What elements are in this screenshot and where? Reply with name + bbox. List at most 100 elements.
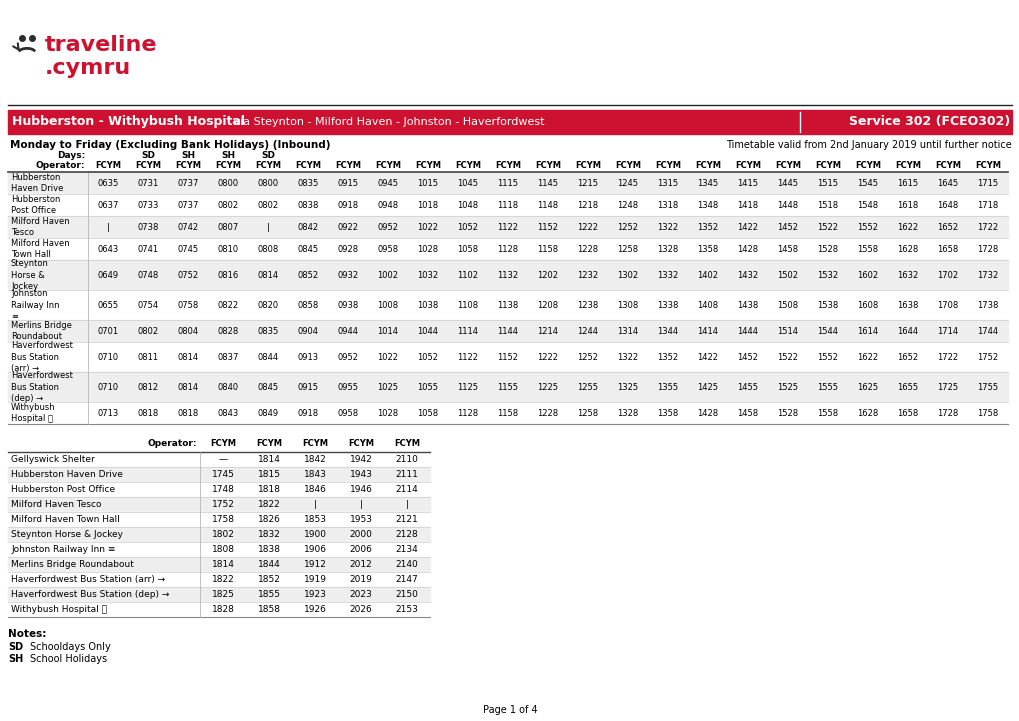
Text: Haverfordwest Bus Station (dep) →: Haverfordwest Bus Station (dep) → xyxy=(11,590,169,599)
Text: 1052: 1052 xyxy=(458,223,478,231)
Text: 1846: 1846 xyxy=(304,485,326,494)
Text: 1425: 1425 xyxy=(697,383,717,392)
Text: 1752: 1752 xyxy=(976,353,998,361)
Text: 1528: 1528 xyxy=(816,244,838,254)
Text: Milford Haven Tesco: Milford Haven Tesco xyxy=(11,500,102,509)
Text: 0955: 0955 xyxy=(337,383,358,392)
Text: 2134: 2134 xyxy=(395,545,418,554)
Bar xyxy=(8,372,1007,402)
Text: 0710: 0710 xyxy=(98,353,118,361)
Text: 1432: 1432 xyxy=(737,270,758,280)
Text: Notes:: Notes: xyxy=(8,629,46,639)
Text: 0814: 0814 xyxy=(257,270,278,280)
Text: 1832: 1832 xyxy=(258,530,280,539)
Text: Haverfordwest
Bus Station
(arr) →: Haverfordwest Bus Station (arr) → xyxy=(11,342,72,373)
Text: FCYM: FCYM xyxy=(654,162,681,170)
Text: FCYM: FCYM xyxy=(294,162,321,170)
Text: Withybush
Hospital ⓗ: Withybush Hospital ⓗ xyxy=(11,403,56,423)
Text: 1552: 1552 xyxy=(816,353,838,361)
Text: 0928: 0928 xyxy=(337,244,359,254)
Text: 0802: 0802 xyxy=(217,200,238,210)
Text: via Steynton - Milford Haven - Johnston - Haverfordwest: via Steynton - Milford Haven - Johnston … xyxy=(229,117,544,127)
Text: 0918: 0918 xyxy=(298,409,318,417)
Text: 0814: 0814 xyxy=(177,383,199,392)
Text: 1558: 1558 xyxy=(816,409,838,417)
Text: 0754: 0754 xyxy=(138,301,158,309)
Text: 1145: 1145 xyxy=(537,179,558,187)
Text: 1632: 1632 xyxy=(897,270,918,280)
Text: 1522: 1522 xyxy=(776,353,798,361)
Text: 0844: 0844 xyxy=(257,353,278,361)
Text: Milford Haven
Town Hall: Milford Haven Town Hall xyxy=(11,239,69,259)
Text: 0738: 0738 xyxy=(138,223,159,231)
Text: 0643: 0643 xyxy=(97,244,118,254)
Text: 1252: 1252 xyxy=(577,353,598,361)
Text: 1758: 1758 xyxy=(211,515,234,524)
Text: 1728: 1728 xyxy=(976,244,998,254)
Text: SH: SH xyxy=(221,151,234,159)
Text: 1452: 1452 xyxy=(776,223,798,231)
Text: SH: SH xyxy=(180,151,195,159)
Text: 2110: 2110 xyxy=(395,455,418,464)
Text: 1158: 1158 xyxy=(497,409,518,417)
Text: 1652: 1652 xyxy=(936,223,958,231)
Text: Milford Haven Town Hall: Milford Haven Town Hall xyxy=(11,515,119,524)
Text: 1122: 1122 xyxy=(497,223,518,231)
Text: 2019: 2019 xyxy=(350,575,372,584)
Text: 1826: 1826 xyxy=(258,515,280,524)
Bar xyxy=(8,527,430,542)
Text: 1822: 1822 xyxy=(211,575,234,584)
Text: FCYM: FCYM xyxy=(894,162,920,170)
Text: 1348: 1348 xyxy=(697,200,718,210)
Text: 0741: 0741 xyxy=(138,244,158,254)
Text: 1418: 1418 xyxy=(737,200,758,210)
Text: 1458: 1458 xyxy=(776,244,798,254)
Text: 0915: 0915 xyxy=(298,383,318,392)
Text: 1815: 1815 xyxy=(257,470,280,479)
Bar xyxy=(8,194,1007,216)
Text: 1345: 1345 xyxy=(697,179,717,187)
Text: 1032: 1032 xyxy=(417,270,438,280)
Text: 1919: 1919 xyxy=(304,575,326,584)
Bar xyxy=(8,497,430,512)
Text: 0852: 0852 xyxy=(298,270,318,280)
Text: 1358: 1358 xyxy=(697,244,718,254)
Text: 1344: 1344 xyxy=(657,327,678,335)
Text: 1912: 1912 xyxy=(304,560,326,569)
Text: 1058: 1058 xyxy=(457,244,478,254)
Text: 1658: 1658 xyxy=(897,409,918,417)
Text: 1018: 1018 xyxy=(417,200,438,210)
Text: Steynton
Horse &
Jockey: Steynton Horse & Jockey xyxy=(11,260,49,291)
Text: 1028: 1028 xyxy=(417,244,438,254)
Text: 1315: 1315 xyxy=(657,179,678,187)
Text: Johnston Railway Inn ≡: Johnston Railway Inn ≡ xyxy=(11,545,115,554)
Text: FCYM: FCYM xyxy=(535,162,560,170)
Text: 2121: 2121 xyxy=(395,515,418,524)
Text: 1906: 1906 xyxy=(304,545,326,554)
Text: 0737: 0737 xyxy=(177,200,199,210)
Text: 2000: 2000 xyxy=(350,530,372,539)
Text: 1755: 1755 xyxy=(976,383,998,392)
Text: 1722: 1722 xyxy=(976,223,998,231)
Bar xyxy=(8,216,1007,238)
Text: 1744: 1744 xyxy=(976,327,998,335)
Text: 0838: 0838 xyxy=(297,200,318,210)
Text: 1322: 1322 xyxy=(657,223,678,231)
Text: 2026: 2026 xyxy=(350,605,372,614)
Text: 0932: 0932 xyxy=(337,270,359,280)
Text: 0952: 0952 xyxy=(377,223,398,231)
Text: 1244: 1244 xyxy=(577,327,598,335)
Text: 1825: 1825 xyxy=(211,590,234,599)
Text: Haverfordwest Bus Station (arr) →: Haverfordwest Bus Station (arr) → xyxy=(11,575,165,584)
Text: 1515: 1515 xyxy=(816,179,838,187)
Text: 1044: 1044 xyxy=(417,327,438,335)
Text: 1152: 1152 xyxy=(497,353,518,361)
Text: 1525: 1525 xyxy=(776,383,798,392)
Text: 1255: 1255 xyxy=(577,383,598,392)
Text: 1838: 1838 xyxy=(257,545,280,554)
Text: 0748: 0748 xyxy=(138,270,159,280)
Text: 0952: 0952 xyxy=(337,353,358,361)
Text: 1622: 1622 xyxy=(897,223,918,231)
Text: 0958: 0958 xyxy=(337,409,359,417)
Text: 1022: 1022 xyxy=(377,353,398,361)
